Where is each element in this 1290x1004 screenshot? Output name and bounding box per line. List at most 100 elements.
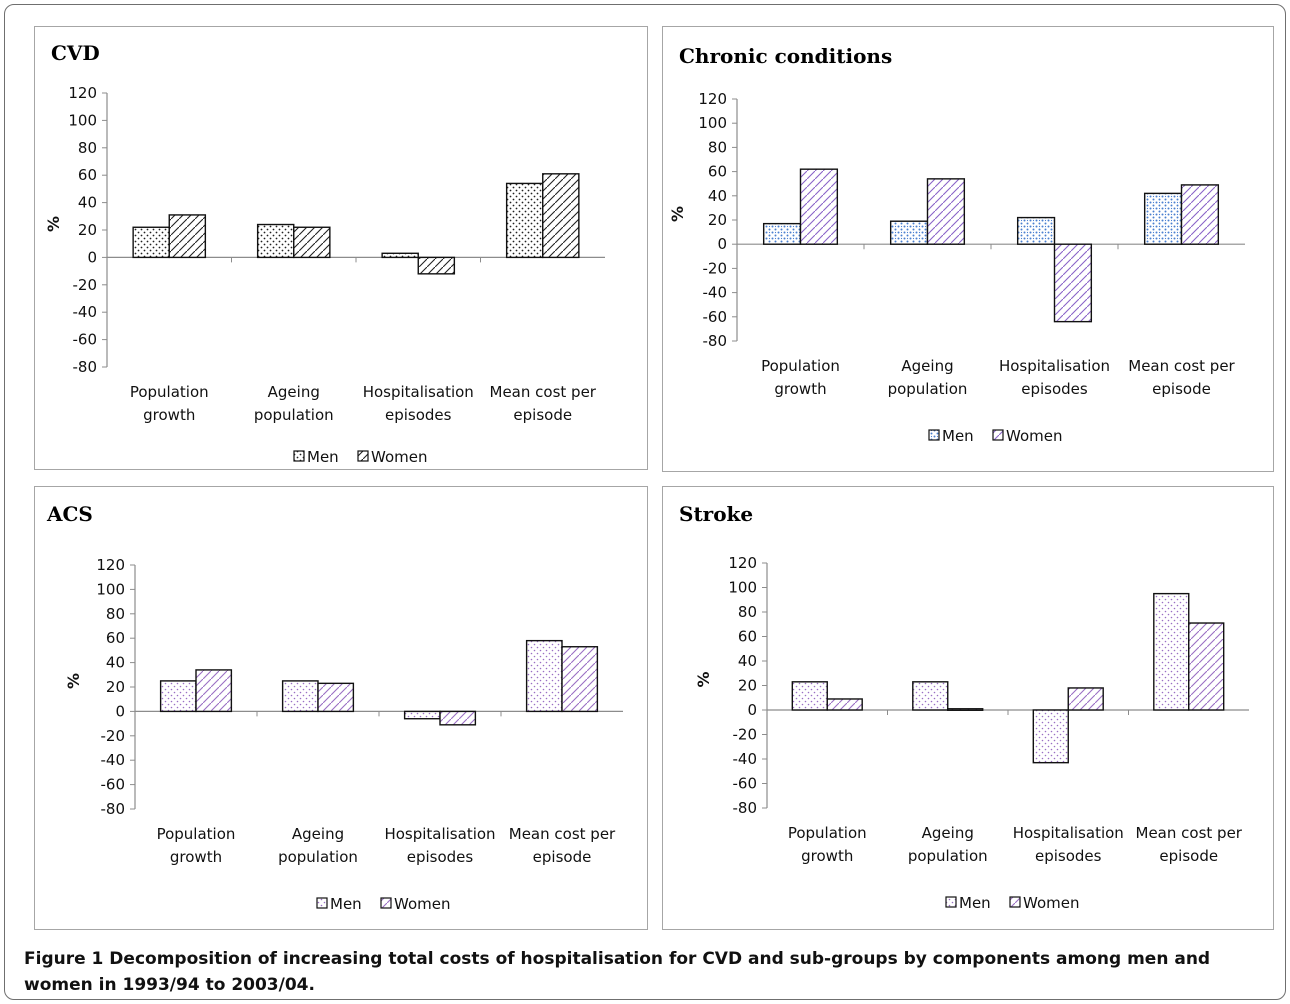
x-tick-label: episodes — [407, 848, 474, 866]
bar-men — [525, 639, 563, 713]
bar-women — [1188, 622, 1225, 711]
x-tick-label: Ageing — [922, 824, 974, 842]
x-tick-label: population — [888, 380, 968, 398]
x-tick-label: Population — [130, 383, 209, 401]
legend-label-women: Women — [1023, 894, 1079, 912]
x-tick-label: growth — [801, 847, 853, 865]
y-tick-label: 100 — [68, 111, 97, 129]
chart-svg: Chronic conditions 120 100 80 60 40 20 0 -20 -40 -… — [668, 44, 1245, 445]
x-tick-label: Mean cost per — [509, 825, 616, 843]
bar-men — [403, 710, 441, 720]
x-tick-label: Ageing — [292, 825, 344, 843]
y-tick-label: -60 — [73, 331, 98, 349]
x-tick-label: Hospitalisation — [363, 383, 474, 401]
x-tick-label: Mean cost per — [1136, 824, 1243, 842]
legend-swatch-men — [293, 450, 305, 462]
legend-swatch-women — [1009, 896, 1021, 908]
x-tick-label: population — [908, 847, 988, 865]
y-tick-label: 0 — [717, 235, 727, 253]
bar-women — [168, 214, 207, 259]
bar-men — [1153, 592, 1190, 711]
y-tick-label: 100 — [728, 579, 757, 597]
chart-title: Stroke — [679, 502, 753, 526]
legend-swatch-men — [316, 897, 328, 909]
y-tick-label: 20 — [78, 221, 97, 239]
x-tick-label: population — [278, 848, 358, 866]
legend-label-men: Men — [959, 894, 991, 912]
legend-label-men: Men — [307, 448, 339, 466]
y-tick-label: 20 — [738, 677, 757, 695]
y-tick-label: -20 — [73, 276, 98, 294]
legend-label-women: Women — [1006, 427, 1062, 445]
y-tick-label: -40 — [101, 751, 126, 769]
y-tick-label: 80 — [738, 603, 757, 621]
caption-text: Decomposition of increasing total costs … — [24, 949, 1211, 995]
y-tick-label: -80 — [733, 799, 758, 817]
chart-title: ACS — [46, 502, 93, 526]
y-tick-label: -80 — [101, 800, 126, 818]
y-tick-label: 60 — [106, 629, 125, 647]
bar-women — [799, 168, 839, 245]
x-tick-label: Ageing — [901, 357, 953, 375]
y-tick-label: -80 — [703, 332, 728, 350]
y-tick-label: 80 — [78, 139, 97, 157]
legend-swatch-women — [380, 897, 392, 909]
panel-chronic-conditions: Chronic conditions 120 100 80 60 40 20 0 -20 -40 -… — [662, 26, 1274, 472]
bar-women — [1180, 184, 1220, 245]
y-tick-label: -60 — [101, 776, 126, 794]
y-tick-label: 60 — [738, 628, 757, 646]
bar-women — [561, 646, 599, 713]
bar-women — [293, 226, 331, 259]
y-tick-label: -20 — [733, 726, 758, 744]
y-tick-label: 40 — [78, 194, 97, 212]
x-tick-label: episode — [1159, 847, 1218, 865]
y-axis-label: % — [44, 216, 63, 232]
y-tick-label: 60 — [78, 166, 97, 184]
panel-cvd: CVD 120 100 80 60 40 20 0 -20 -40 -60 -80% Populatio… — [34, 26, 648, 470]
y-tick-label: 100 — [96, 580, 125, 598]
bar-men — [505, 182, 544, 259]
bar-women — [317, 682, 355, 713]
bar-men — [159, 680, 197, 713]
legend-swatch-women — [357, 450, 369, 462]
x-tick-label: population — [254, 406, 334, 424]
chart-svg: CVD 120 100 80 60 40 20 0 -20 -40 -60 -80% Populatio… — [44, 41, 605, 466]
y-tick-label: 40 — [738, 652, 757, 670]
x-tick-label: episode — [513, 406, 572, 424]
x-tick-label: Population — [157, 825, 236, 843]
legend-label-men: Men — [330, 895, 362, 913]
bar-men — [281, 680, 319, 713]
legend-swatch-women — [992, 429, 1004, 441]
bar-women — [1067, 687, 1104, 711]
y-tick-label: 20 — [708, 211, 727, 229]
bar-men — [912, 681, 949, 711]
x-tick-label: Hospitalisation — [384, 825, 495, 843]
y-tick-label: 0 — [87, 248, 97, 266]
x-tick-label: episode — [533, 848, 592, 866]
legend-label-women: Women — [371, 448, 427, 466]
bar-men — [1143, 192, 1183, 245]
y-tick-label: -20 — [703, 259, 728, 277]
panel-acs: ACS 120 100 80 60 40 20 0 -20 -40 -60 -80% Populatio… — [34, 486, 648, 930]
figure-caption: Figure 1 Decomposition of increasing tot… — [24, 946, 1270, 998]
y-tick-label: -60 — [733, 775, 758, 793]
y-tick-label: 60 — [708, 163, 727, 181]
legend-label-men: Men — [942, 427, 974, 445]
y-tick-label: 0 — [115, 702, 125, 720]
x-tick-label: Mean cost per — [490, 383, 597, 401]
bar-men — [762, 222, 802, 245]
bar-women — [439, 710, 477, 726]
chart-title: CVD — [51, 41, 100, 65]
y-tick-label: -40 — [733, 750, 758, 768]
y-tick-label: 120 — [698, 90, 727, 108]
y-tick-label: 120 — [68, 84, 97, 102]
x-tick-label: episodes — [385, 406, 452, 424]
bar-men — [256, 223, 295, 259]
bar-men — [132, 226, 170, 259]
y-axis-label: % — [694, 671, 713, 687]
legend-label-women: Women — [394, 895, 450, 913]
bar-women — [542, 173, 580, 259]
y-axis-label: % — [668, 206, 687, 222]
y-tick-label: -60 — [703, 308, 728, 326]
bar-men — [889, 220, 929, 245]
